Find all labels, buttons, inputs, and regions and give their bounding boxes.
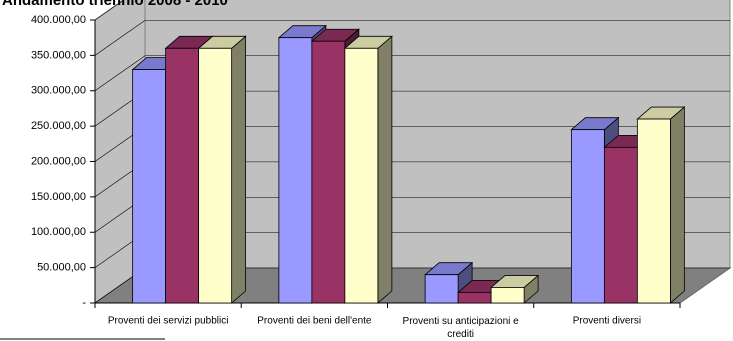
bar: [636, 118, 671, 304]
y-tick-label: 350.000,00: [31, 49, 86, 61]
x-tick-label: Proventi su anticipazioni e crediti: [403, 316, 520, 340]
grid-line: [94, 55, 730, 91]
bar: [132, 69, 167, 304]
bar-side: [377, 35, 393, 304]
bar-side: [669, 106, 685, 304]
bar: [603, 146, 638, 304]
y-tick-label: 50.000,00: [37, 262, 86, 274]
y-tick-label: -: [82, 297, 86, 309]
x-tick-label: Proventi diversi: [573, 316, 641, 327]
y-tick-label: 150.000,00: [31, 191, 86, 203]
bar: [198, 47, 233, 304]
x-tick-label: Proventi dei servizi pubblici: [108, 316, 229, 327]
y-tick-label: 200.000,00: [31, 155, 86, 167]
y-tick-label: 300.000,00: [31, 85, 86, 97]
bar: [490, 287, 525, 304]
grid-line: [94, 20, 730, 56]
bar: [457, 291, 492, 304]
grid-line: [94, 0, 125, 21]
bar: [424, 274, 459, 304]
bar: [278, 37, 313, 304]
bar-side: [231, 35, 247, 304]
bar: [570, 129, 605, 304]
y-tick-label: 400.000,00: [31, 14, 86, 26]
y-tick-label: 250.000,00: [31, 120, 86, 132]
bar: [311, 40, 346, 304]
chart-title: Andamento triennio 2008 - 2010: [2, 0, 228, 9]
y-tick-label: 100.000,00: [31, 226, 86, 238]
bar: [344, 47, 379, 304]
bar: [165, 47, 200, 304]
x-tick-label: Proventi dei beni dell'ente: [257, 316, 372, 327]
